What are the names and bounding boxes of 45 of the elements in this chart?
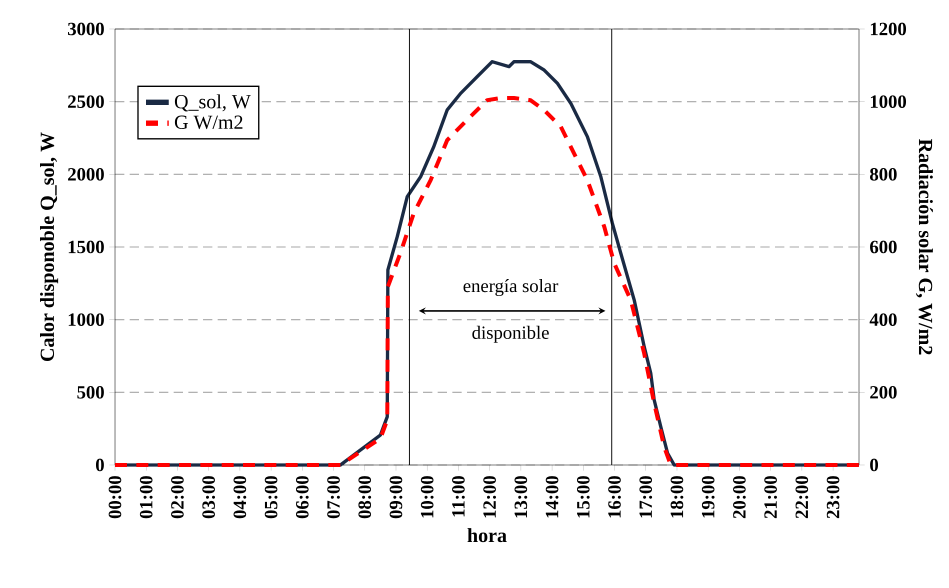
x-tick-label: 15:00 — [576, 476, 590, 518]
x-tick-label: 20:00 — [733, 476, 746, 518]
y-tick-label: 1500 — [68, 240, 104, 254]
x-tick-label: 16:00 — [608, 476, 621, 518]
x-tick-label: 12:00 — [483, 476, 496, 518]
x-tick-label: 09:00 — [390, 476, 402, 518]
y2-axis-title: Radiación solar G, W/m2 — [916, 138, 933, 354]
x-tick-label: 14:00 — [546, 476, 558, 518]
x-tick-label: 04:00 — [234, 476, 246, 518]
x-axis-title: hora — [468, 528, 507, 542]
x-tick-label: 19:00 — [702, 476, 715, 518]
y-tick-label: 2500 — [68, 95, 104, 108]
x-tick-label: 10:00 — [420, 476, 434, 518]
legend-label: G W/m2 — [174, 116, 242, 130]
y-axis-title: Calor disponoble Q_sol, W — [40, 132, 58, 362]
y2-tick-label: 400 — [870, 313, 897, 326]
x-tick-label: 03:00 — [202, 476, 216, 518]
x-tick-label: 23:00 — [826, 476, 840, 518]
x-tick-label: 22:00 — [796, 476, 808, 518]
annotation: disponible — [472, 326, 549, 343]
y2-tick-label: 200 — [870, 386, 897, 399]
y2-tick-label: 0 — [870, 458, 878, 472]
annotation: energía solar — [464, 279, 558, 296]
y-tick-label: 3000 — [68, 22, 104, 36]
x-tick-label: 11:00 — [452, 476, 465, 516]
y-tick-label: 1000 — [68, 313, 104, 326]
legend-label: Q_sol, W — [174, 94, 251, 112]
y2-tick-label: 600 — [870, 240, 897, 254]
y-tick-label: 500 — [77, 386, 104, 399]
y2-tick-label: 1200 — [870, 22, 906, 36]
x-tick-label: 06:00 — [296, 476, 309, 518]
x-tick-label: 17:00 — [639, 476, 652, 518]
x-tick-label: 13:00 — [514, 476, 528, 518]
x-tick-label: 07:00 — [327, 476, 340, 518]
x-tick-label: 21:00 — [764, 476, 777, 518]
y-tick-label: 0 — [96, 458, 104, 472]
x-tick-label: 05:00 — [264, 476, 278, 518]
x-tick-label: 01:00 — [140, 476, 153, 518]
y-tick-label: 2000 — [68, 168, 104, 181]
y2-tick-label: 800 — [870, 168, 897, 181]
x-tick-label: 08:00 — [358, 476, 372, 518]
x-tick-label: 00:00 — [108, 476, 122, 518]
y2-tick-label: 1000 — [870, 95, 906, 108]
x-tick-label: 02:00 — [171, 476, 184, 518]
x-tick-label: 18:00 — [670, 476, 684, 518]
